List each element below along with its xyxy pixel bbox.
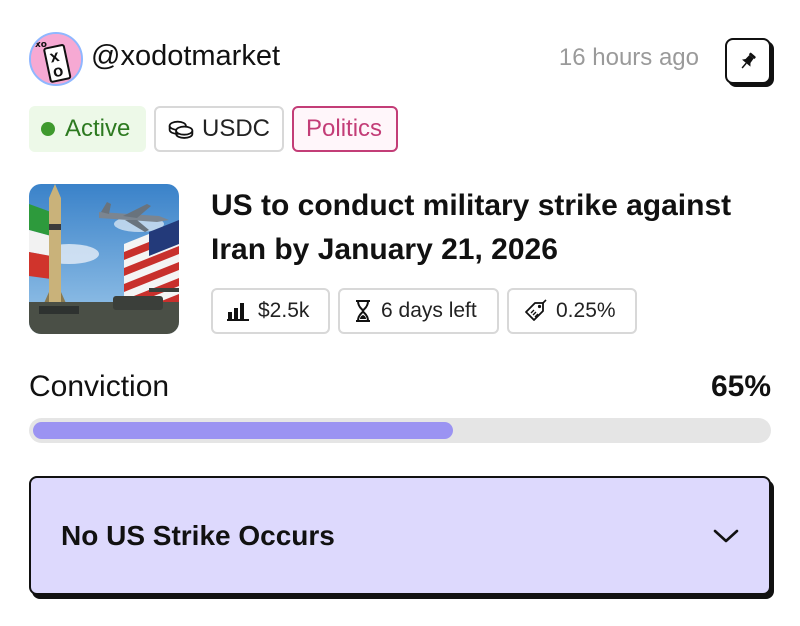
svg-text:xo: xo <box>35 40 47 50</box>
time-left-value: 6 days left <box>381 299 477 322</box>
currency-label: USDC <box>201 115 270 142</box>
currency-badge: USDC <box>154 106 284 152</box>
xo-logo-icon: xo X O <box>31 34 81 84</box>
fee-value: 0.25% <box>556 299 616 322</box>
svg-text:X: X <box>49 50 62 66</box>
author-handle[interactable]: @xodotmarket <box>91 40 281 72</box>
outcome-select[interactable]: No US Strike Occurs <box>29 476 771 595</box>
avatar[interactable]: xo X O <box>29 32 83 86</box>
market-image[interactable] <box>29 184 179 334</box>
status-dot-icon <box>41 122 55 136</box>
volume-value: $2.5k <box>258 299 310 322</box>
bar-chart-icon <box>227 303 249 321</box>
hourglass-icon <box>356 300 370 322</box>
conviction-progress <box>29 418 771 443</box>
status-badge: Active <box>29 106 146 152</box>
svg-text:O: O <box>52 64 65 80</box>
timestamp: 16 hours ago <box>558 44 699 71</box>
market-title[interactable]: US to conduct military strike against Ir… <box>211 189 732 266</box>
chevron-down-icon[interactable] <box>713 528 739 544</box>
tag-icon <box>525 299 547 321</box>
pin-icon <box>741 52 756 69</box>
outcome-selected-label: No US Strike Occurs <box>61 519 335 551</box>
category-label: Politics <box>306 115 383 142</box>
conviction-progress-fill <box>33 422 453 439</box>
fee-stat: 0.25% <box>507 288 637 334</box>
military-strike-image <box>29 184 179 334</box>
conviction-label: Conviction <box>29 370 170 403</box>
status-label: Active <box>65 115 131 142</box>
category-badge[interactable]: Politics <box>292 106 398 152</box>
conviction-value: 65% <box>710 370 771 403</box>
pin-button[interactable] <box>725 38 771 84</box>
volume-stat: $2.5k <box>211 288 330 334</box>
coins-icon <box>168 120 194 139</box>
time-left-stat: 6 days left <box>338 288 499 334</box>
